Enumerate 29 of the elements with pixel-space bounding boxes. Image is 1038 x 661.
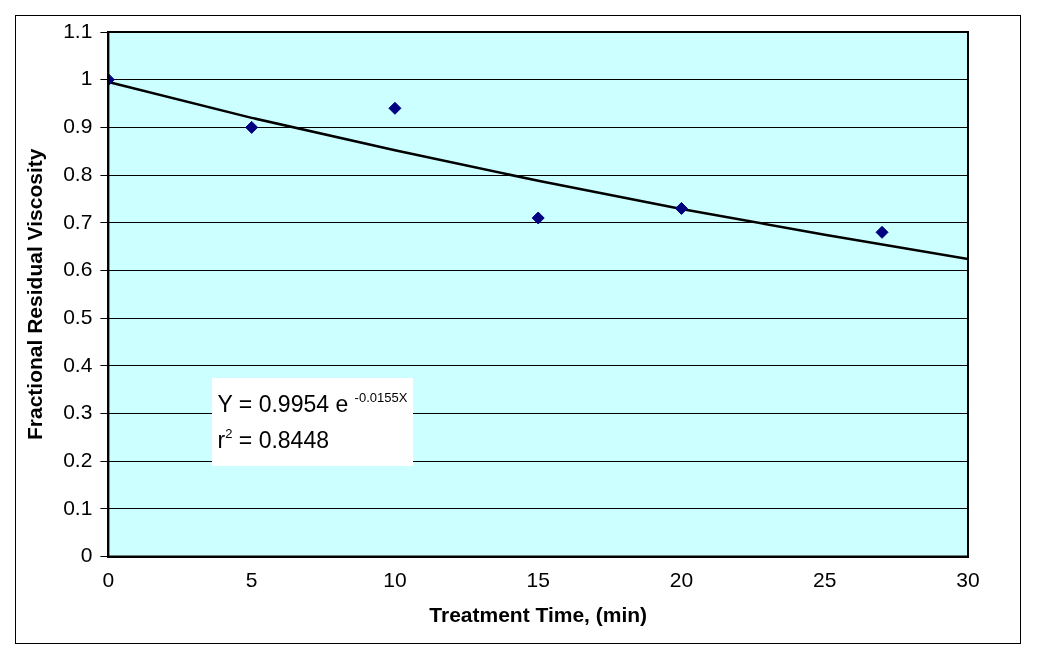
y-tick-label: 0 (80, 543, 93, 567)
y-tick-label: 0.5 (63, 304, 93, 328)
x-tick-label: 0 (102, 568, 115, 591)
y-tick-label: 0.2 (63, 448, 93, 472)
y-tick-label: 0.4 (63, 352, 93, 376)
y-tick-label: 0.6 (63, 257, 93, 281)
y-tick-label: 1.1 (63, 18, 93, 42)
point (875, 225, 889, 239)
y-tick-label: 0.1 (63, 495, 93, 519)
point (531, 211, 545, 225)
x-axis-title: Treatment Time, (min) (429, 603, 648, 627)
y-tick-label: 0.9 (63, 114, 93, 138)
y-tick-label: 0.3 (63, 400, 93, 424)
x-tick-label: 25 (813, 568, 837, 591)
point (388, 101, 402, 115)
x-tick-label: 30 (956, 568, 980, 591)
annotation: r$^{2}$ = 0.8448 (217, 425, 330, 456)
y-tick-label: 0.7 (63, 209, 93, 233)
x-tick-label: 5 (245, 568, 258, 591)
x-tick-label: 20 (669, 568, 694, 591)
point (674, 201, 688, 215)
y-axis-title: Fractional Residual Viscosity (23, 148, 47, 440)
x-tick-label: 10 (383, 568, 407, 591)
equation-box: Y = 0.9954 e $^{-0.0155X}$ r$^{2}$ = 0.8448 (211, 378, 414, 467)
point (245, 120, 259, 134)
x-tick-label: 15 (526, 568, 550, 591)
annotation: Y = 0.9954 e $^{-0.0155X}$ (217, 389, 408, 420)
y-tick-label: 1 (80, 66, 93, 90)
y-tick-label: 0.8 (63, 161, 93, 185)
